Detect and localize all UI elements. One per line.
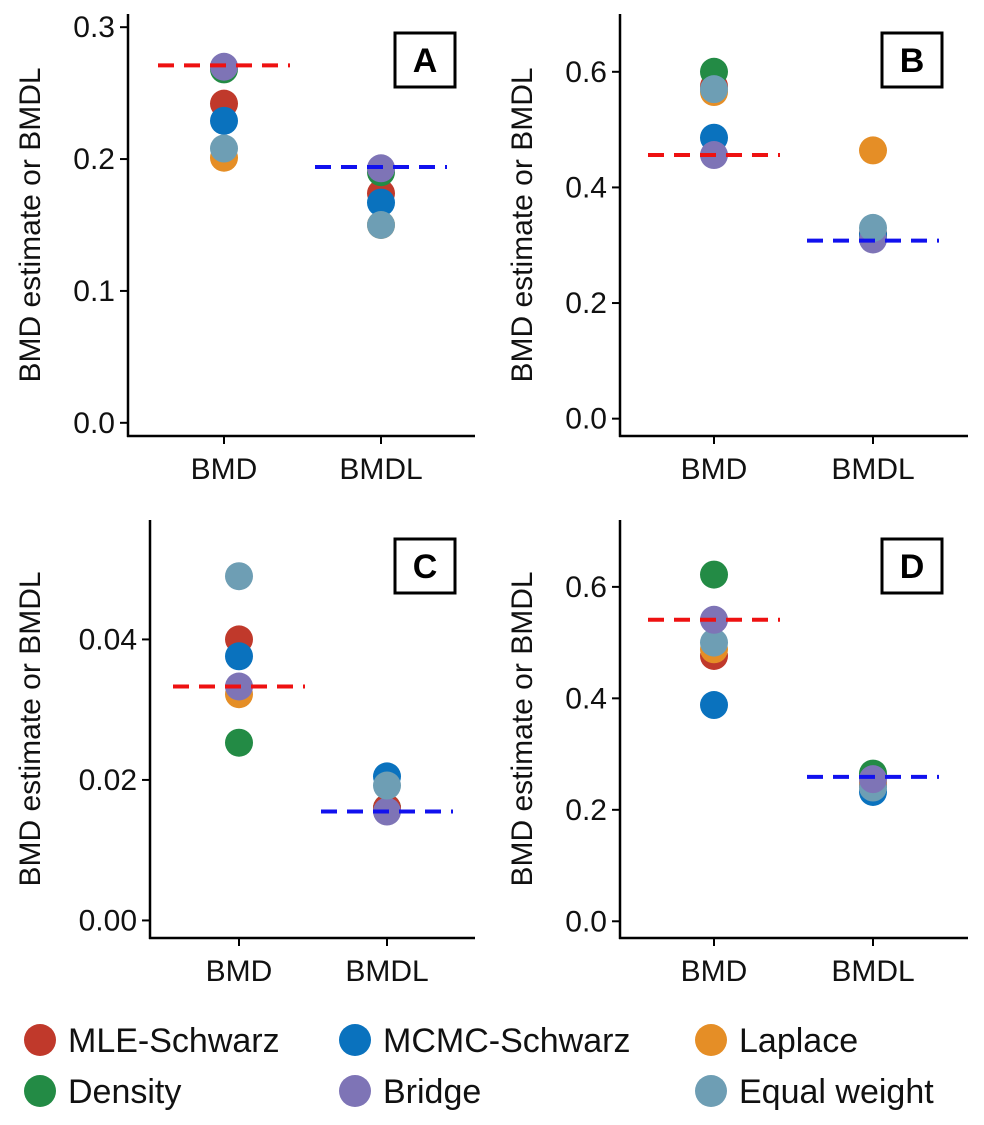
legend-item-mcmc-schwarz: MCMC-Schwarz [339,1022,630,1060]
y-axis-title: BMD estimate or BMDL [14,67,47,382]
x-tick-label: BMDL [339,453,422,486]
y-tick-label: 0.2 [565,287,607,320]
y-tick-label: 0.3 [73,11,115,44]
x-tick-label: BMD [191,453,258,486]
point-mcmc-schwarz-bmdl [367,188,395,217]
panel-label: D [900,548,925,586]
panel-d: 0.0 0.2 0.4 0.6 BMD BMDL BMD estimate or BMDL D [506,520,968,988]
panel-label: A [413,42,438,80]
y-tick-label: 0.0 [565,905,607,938]
y-tick-label: 0.02 [79,764,137,797]
panel-c: 0.00 0.02 0.04 BMD BMDL BMD estimate or BMDL C [14,520,475,988]
point-mcmc-schwarz-bmd [210,106,238,135]
x-tick-label: BMDL [831,955,914,988]
legend-item-bridge: Bridge [339,1073,481,1111]
y-tick-label: 0.0 [565,403,607,436]
legend-label: MCMC-Schwarz [383,1022,630,1060]
panel-label-box [880,31,944,89]
panel-label: B [900,42,925,80]
legend-marker [695,1024,727,1056]
panel-label-box [880,537,944,595]
point-equal-weight-bmd [700,75,728,104]
legend-marker [24,1024,56,1056]
y-tick-label: 0.6 [565,56,607,89]
point-bridge-bmdl [859,765,887,794]
x-tick-label: BMDL [345,955,428,988]
legend-marker [339,1024,371,1056]
panel-label-box [393,537,457,595]
legend-label: Density [68,1073,181,1111]
x-tick-label: BMDL [831,453,914,486]
x-tick-label: BMD [681,955,748,988]
y-tick-label: 0.4 [565,171,607,204]
panel-a: 0.0 0.1 0.2 0.3 BMD BMDL BMD estimate or BMDL A [14,11,475,486]
legend-item-mle-schwarz: MLE-Schwarz [24,1022,280,1060]
point-equal-weight-bmd [210,134,238,163]
x-tick-label: BMD [681,453,748,486]
panel-label-box [393,31,457,89]
legend-label: Equal weight [739,1073,934,1111]
y-tick-label: 0.6 [565,571,607,604]
point-equal-weight-bmdl [373,771,401,800]
panel-b: 0.0 0.2 0.4 0.6 BMD BMDL BMD estimate or BMDL B [506,14,968,486]
y-axis-title: BMD estimate or BMDL [506,67,539,382]
point-density-bmd [225,728,253,757]
point-mcmc-schwarz-bmd [225,642,253,671]
chart-panels: 0.0 0.1 0.2 0.3 BMD BMDL BMD estimate or BMDL A… [14,11,968,988]
legend-marker [24,1075,56,1107]
y-axis-title: BMD estimate or BMDL [14,571,47,886]
y-tick-label: 0.4 [565,682,607,715]
x-tick-label: BMD [206,955,273,988]
y-tick-label: 0.2 [73,143,115,176]
legend-marker [339,1075,371,1107]
legend-item-density: Density [24,1073,181,1111]
point-equal-weight-bmdl [367,211,395,239]
y-tick-label: 0.2 [565,794,607,827]
legend-item-equal-weight: Equal weight [695,1073,934,1111]
legend-label: Laplace [739,1022,858,1060]
legend-label: Bridge [383,1073,481,1111]
y-tick-label: 0.1 [73,275,115,308]
legend-marker [695,1075,727,1107]
y-tick-label: 0.00 [79,904,137,937]
point-density-bmd [700,560,728,589]
point-mcmc-schwarz-bmd [700,691,728,720]
panel-label: C [413,548,438,586]
point-laplace-bmdl [859,136,887,165]
legend: MLE-Schwarz MCMC-Schwarz Laplace Density Bri… [24,1022,934,1111]
legend-item-laplace: Laplace [695,1022,858,1060]
y-tick-label: 0.04 [79,623,137,656]
y-axis-title: BMD estimate or BMDL [506,571,539,886]
point-equal-weight-bmdl [859,213,887,242]
y-tick-label: 0.0 [73,407,115,440]
point-equal-weight-bmd [225,562,253,591]
legend-label: MLE-Schwarz [68,1022,280,1060]
point-equal-weight-bmd [700,628,728,657]
